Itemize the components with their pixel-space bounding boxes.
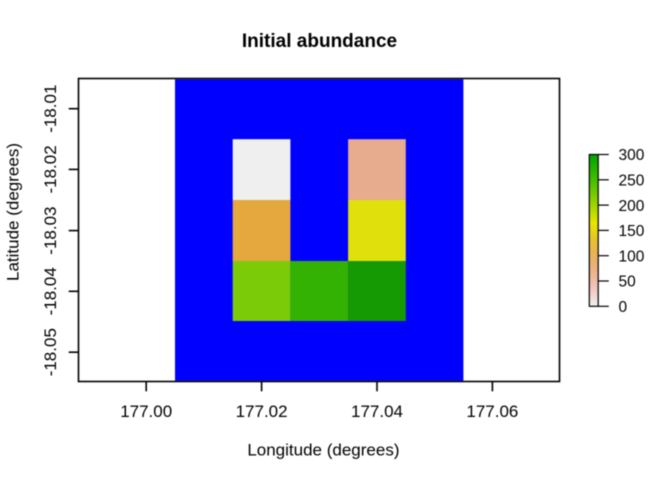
- svg-text:Initial abundance: Initial abundance: [242, 31, 397, 52]
- svg-text:250: 250: [619, 173, 645, 190]
- svg-text:-18.03: -18.03: [41, 206, 60, 254]
- svg-text:200: 200: [619, 198, 645, 215]
- svg-text:150: 150: [619, 223, 645, 240]
- svg-text:50: 50: [619, 274, 637, 291]
- svg-text:-18.04: -18.04: [41, 267, 60, 315]
- svg-text:Latitude (degrees): Latitude (degrees): [4, 143, 23, 281]
- svg-text:-18.05: -18.05: [41, 328, 60, 376]
- svg-text:300: 300: [619, 147, 645, 164]
- svg-text:-18.02: -18.02: [41, 145, 60, 193]
- svg-text:100: 100: [619, 248, 645, 265]
- svg-text:0: 0: [619, 299, 628, 316]
- svg-text:-18.01: -18.01: [41, 85, 60, 133]
- svg-text:Longitude (degrees): Longitude (degrees): [247, 441, 399, 460]
- svg-text:177.04: 177.04: [351, 402, 403, 421]
- svg-text:177.00: 177.00: [120, 402, 172, 421]
- svg-text:177.06: 177.06: [466, 402, 518, 421]
- svg-text:177.02: 177.02: [236, 402, 288, 421]
